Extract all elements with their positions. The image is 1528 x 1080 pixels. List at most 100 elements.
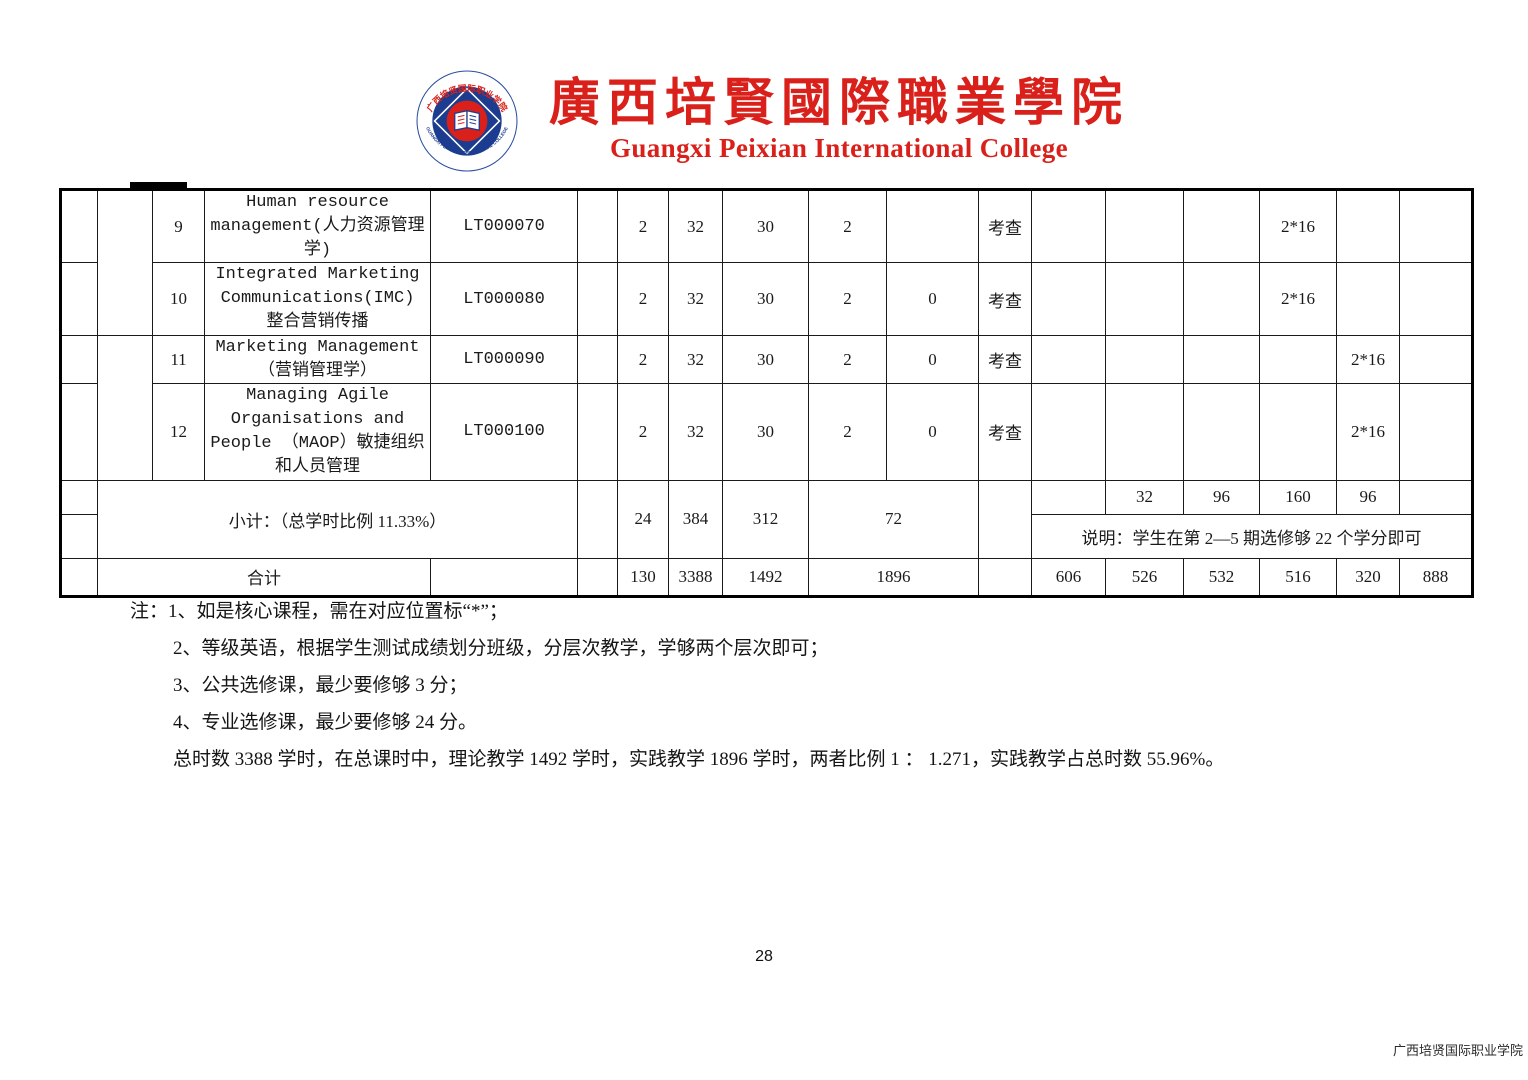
total-hours-cell: 32: [668, 383, 723, 481]
semester-cell: [1183, 383, 1260, 481]
category-cell: [97, 189, 153, 336]
table-row-grand-total: 合计 130 3388 1492 1896 606 526 532 516 32…: [60, 557, 1473, 597]
semester-cell: [1399, 383, 1473, 481]
curriculum-table: 9 Human resource management(人力资源管理学) LT0…: [59, 188, 1474, 598]
empty-cell: [60, 262, 98, 336]
grand-total-semester-cell: 526: [1105, 557, 1184, 597]
semester-cell: [1259, 334, 1337, 385]
table-row-subtotal-hours: 小计：（总学时比例 11.33%） 24 384 312 72 32 96 16…: [60, 479, 1473, 559]
subtotal-semester-cell: 160: [1259, 479, 1337, 515]
subtotal-theory-hours: 312: [722, 479, 809, 559]
exam-type-cell: 考查: [978, 188, 1032, 264]
empty-cell: [60, 513, 98, 559]
semester-cell: [1105, 262, 1184, 336]
subtotal-practice-hours: 72: [808, 479, 979, 559]
course-no: 11: [152, 334, 205, 385]
practice-b-cell: [886, 188, 979, 264]
empty-cell: [577, 334, 618, 385]
grand-total-semester-cell: 320: [1336, 557, 1400, 597]
grand-total-hours: 3388: [668, 557, 723, 597]
semester-cell: [1105, 383, 1184, 481]
practice-b-cell: 0: [886, 334, 979, 385]
table-row-course-11: 11 Marketing Management （营销管理学） LT000090…: [60, 334, 1473, 481]
footnotes: 注：1、如是核心课程，需在对应位置标“*”； 2、等级英语，根据学生测试成绩划分…: [130, 593, 1224, 778]
empty-cell: [60, 334, 98, 385]
empty-cell: [60, 383, 98, 481]
semester-cell: [1031, 334, 1106, 385]
page-number: 28: [755, 948, 773, 965]
category-cell: [97, 334, 153, 481]
subtotal-total-hours: 384: [668, 479, 723, 559]
grand-total-semester-cell: 516: [1259, 557, 1337, 597]
exam-type-cell: 考查: [978, 334, 1032, 385]
scan-artifact-bar: [130, 182, 187, 188]
empty-cell: [430, 557, 578, 597]
semester-cell: [1105, 334, 1184, 385]
theory-hours-cell: 30: [722, 334, 809, 385]
hours-summary-line: 总时数 3388 学时，在总课时中，理论教学 1492 学时，实践教学 1896…: [173, 749, 1225, 770]
footnote-line-3: 3、公共选修课，最少要修够 3 分；: [173, 675, 468, 696]
total-hours-cell: 32: [668, 188, 723, 264]
credit-cell: 2: [617, 188, 669, 264]
table-row-course-9: 9 Human resource management(人力资源管理学) LT0…: [60, 188, 1473, 336]
course-code: LT000070: [430, 188, 578, 264]
course-code: LT000090: [430, 334, 578, 385]
table-row-subtotal-remark: 说明：学生在第 2—5 期选修够 22 个学分即可: [60, 513, 1473, 559]
subtotal-semester-cell: [1031, 479, 1106, 515]
course-name: Managing Agile Organisations and People …: [204, 383, 431, 481]
semester-cell: [1183, 188, 1260, 264]
course-no: 12: [152, 383, 205, 481]
practice-a-cell: 2: [808, 188, 887, 264]
theory-hours-cell: 30: [722, 383, 809, 481]
exam-type-cell: 考查: [978, 383, 1032, 481]
total-hours-cell: 32: [668, 262, 723, 336]
empty-cell: [978, 557, 1032, 597]
grand-total-semester-cell: 606: [1031, 557, 1106, 597]
empty-cell: [60, 479, 98, 515]
course-name: Marketing Management （营销管理学）: [204, 334, 431, 385]
table-row-course-10: 10 Integrated Marketing Communications(I…: [60, 262, 1473, 336]
semester-cell: [1031, 188, 1106, 264]
course-code: LT000100: [430, 383, 578, 481]
footnote-line-1: 注：1、如是核心课程，需在对应位置标“*”；: [130, 593, 1224, 630]
course-name: Integrated Marketing Communications(IMC)…: [204, 262, 431, 336]
semester-cell: [1183, 262, 1260, 336]
empty-cell: [577, 557, 618, 597]
empty-cell: [577, 479, 618, 559]
semester-cell: 2*16: [1259, 262, 1337, 336]
college-titles: 廣西培賢國際職業學院 Guangxi Peixian International…: [549, 78, 1129, 164]
total-hours-cell: 32: [668, 334, 723, 385]
subtotal-semester-cell: 96: [1183, 479, 1260, 515]
course-no: 10: [152, 262, 205, 336]
practice-a-cell: 2: [808, 383, 887, 481]
document-footer-text: 广西培贤国际职业学院: [1392, 1043, 1523, 1058]
empty-cell: [577, 262, 618, 336]
practice-b-cell: 0: [886, 383, 979, 481]
semester-cell: [1336, 188, 1400, 264]
semester-cell: [1399, 334, 1473, 385]
subtotal-semester-cell: 96: [1336, 479, 1400, 515]
semester-cell: 2*16: [1259, 188, 1337, 264]
footnote-prefix: 注：: [130, 601, 169, 622]
practice-a-cell: 2: [808, 334, 887, 385]
semester-cell: 2*16: [1336, 383, 1400, 481]
semester-cell: [1259, 383, 1337, 481]
footnote-item: 1、如是核心课程，需在对应位置标“*”；: [168, 601, 508, 622]
empty-cell: [577, 188, 618, 264]
credit-cell: 2: [617, 383, 669, 481]
grand-total-label: 合计: [97, 557, 431, 597]
college-seal-logo: 广西培贤国际职业学院 GUANGXI PEIXIAN INTERNATIONAL…: [416, 70, 518, 172]
semester-cell: [1031, 262, 1106, 336]
grand-total-semester-cell: 532: [1183, 557, 1260, 597]
semester-cell: [1031, 383, 1106, 481]
empty-cell: [978, 479, 1032, 559]
course-code: LT000080: [430, 262, 578, 336]
subtotal-remark: 说明：学生在第 2—5 期选修够 22 个学分即可: [1031, 513, 1473, 559]
theory-hours-cell: 30: [722, 262, 809, 336]
credit-cell: 2: [617, 334, 669, 385]
subtotal-credit: 24: [617, 479, 669, 559]
practice-b-cell: 0: [886, 262, 979, 336]
grand-total-theory: 1492: [722, 557, 809, 597]
open-book-icon: [454, 110, 480, 131]
